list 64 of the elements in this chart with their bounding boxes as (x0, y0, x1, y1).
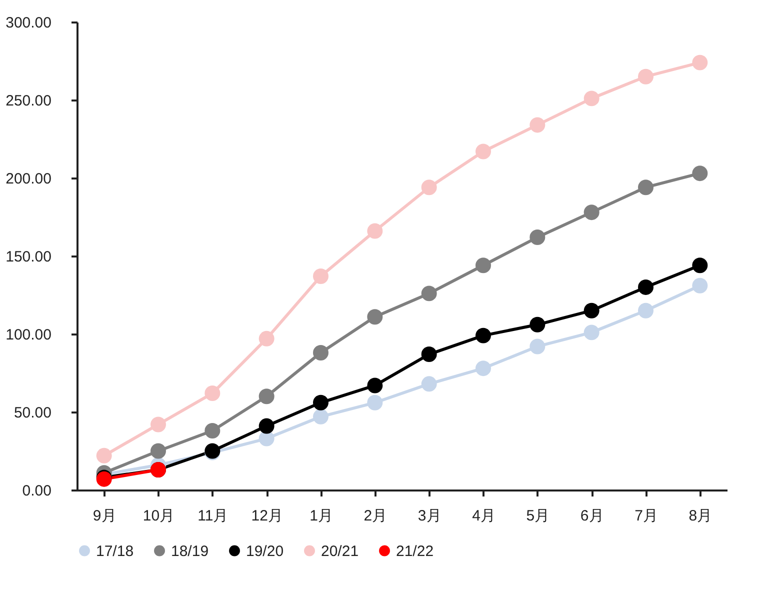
x-tick-label: 12月 (251, 508, 283, 524)
point (421, 376, 437, 392)
x-tick-label: 4月 (472, 508, 496, 524)
y-tick-label: 100.00 (6, 326, 52, 344)
point (313, 344, 328, 360)
point (367, 378, 383, 394)
point (692, 278, 708, 294)
y-tick-label: 0.00 (22, 482, 52, 500)
point (584, 204, 600, 220)
point (313, 268, 328, 284)
point (421, 180, 437, 196)
x-tick-label: 8月 (688, 508, 712, 524)
x-tick-label: 6月 (580, 508, 604, 524)
point (638, 279, 654, 295)
x-tick-label: 3月 (418, 508, 442, 524)
point (313, 394, 328, 410)
point (476, 328, 491, 344)
point (313, 408, 328, 424)
legend-label: 19/20 (246, 542, 284, 560)
x-tick-label: 5月 (526, 508, 550, 524)
y-tick-label: 200.00 (6, 170, 52, 188)
point (421, 286, 437, 302)
point (421, 346, 437, 362)
point (530, 338, 546, 354)
point (530, 316, 546, 332)
x-tick-label: 1月 (310, 508, 333, 524)
point (476, 258, 491, 274)
point (584, 324, 600, 340)
point (476, 360, 491, 376)
y-tick-label: 50.00 (14, 404, 52, 422)
y-tick-label: 300.00 (6, 14, 52, 32)
point (367, 223, 383, 239)
point (584, 302, 600, 318)
point (150, 416, 166, 432)
point (584, 90, 600, 106)
y-tick-label: 150.00 (6, 248, 52, 266)
point (692, 54, 708, 70)
x-tick-label: 11月 (198, 508, 228, 524)
point (258, 418, 274, 434)
x-tick-label: 2月 (364, 508, 388, 524)
legend-label: 17/18 (96, 542, 134, 560)
point (638, 180, 654, 196)
y-tick-label: 250.00 (6, 92, 52, 110)
point (150, 443, 166, 459)
point (204, 386, 220, 402)
point (692, 166, 708, 182)
point (530, 117, 546, 133)
point (204, 422, 220, 438)
point (367, 394, 383, 410)
x-tick-label: 10月 (142, 508, 175, 524)
legend-label: 18/19 (171, 542, 209, 560)
point (258, 388, 274, 404)
point (638, 302, 654, 318)
point (638, 68, 654, 84)
x-tick-label: 7月 (634, 508, 658, 524)
legend-label: 20/21 (321, 542, 359, 560)
x-tick-label: 9月 (92, 508, 116, 524)
point (96, 448, 112, 464)
point (530, 230, 546, 246)
point (476, 144, 491, 160)
point (692, 258, 708, 274)
point (367, 309, 383, 325)
point (258, 330, 274, 346)
legend-label: 21/22 (396, 542, 434, 560)
